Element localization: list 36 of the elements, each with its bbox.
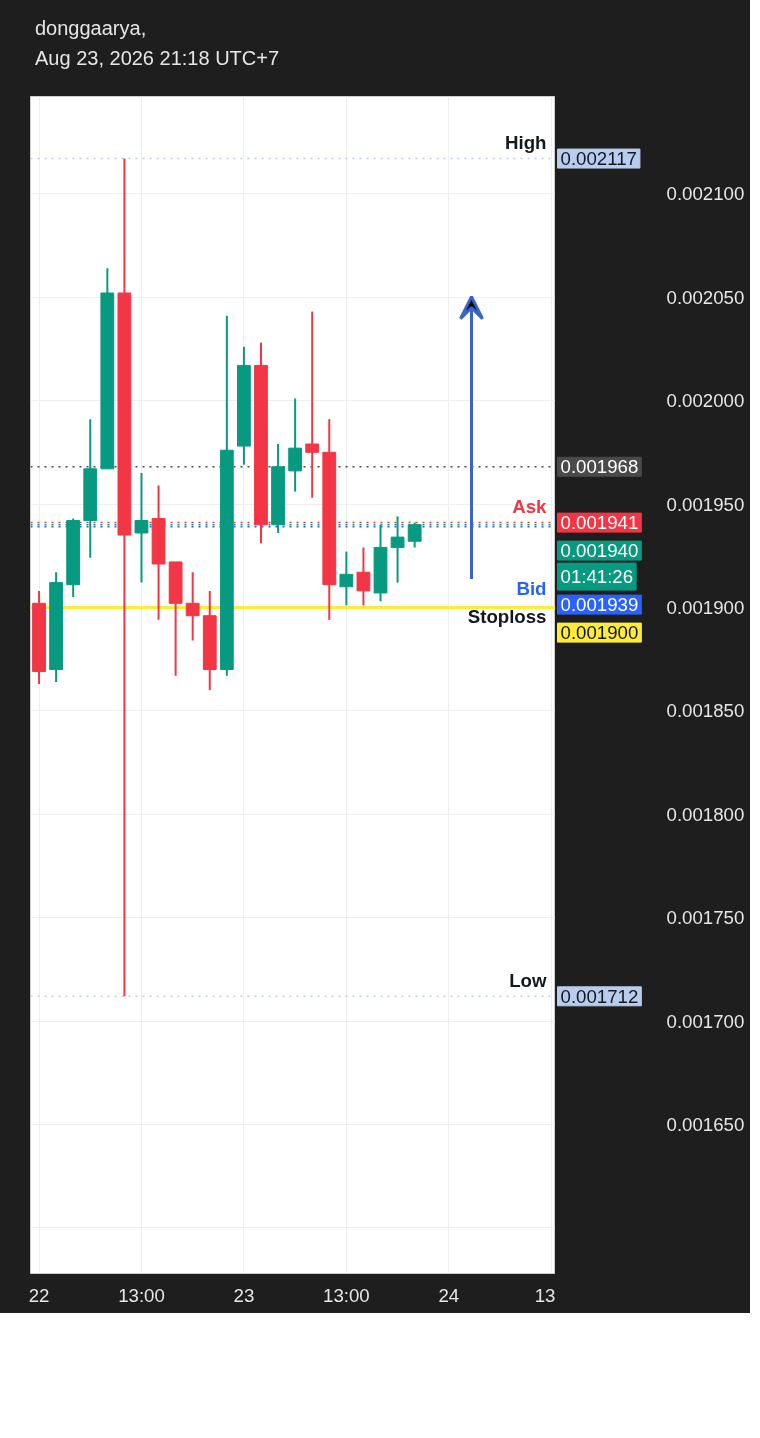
chart-title: donggaarya, [35,17,147,39]
text: 0.001968 [560,456,639,478]
x-tick-label: 23 [233,1284,255,1306]
text: 0.001939 [560,594,639,616]
chart-subtitle: Aug 23, 2026 21:18 UTC+7 [35,47,280,69]
x-tick-label: 22 [28,1284,50,1306]
x-tick-label: 13 [534,1284,556,1306]
y-tick-label: 0.001900 [666,596,745,618]
candlestick [185,571,200,642]
text: 0.001940 [560,540,639,562]
y-tick-label: 0.001650 [666,1114,745,1136]
ref-line-label: High [505,132,547,154]
ref-line-label: Bid [516,578,547,600]
candlestick [356,546,371,607]
text: 0.001712 [560,985,639,1007]
ref-line-label: Low [509,969,547,991]
text: 0.002117 [560,148,637,170]
candlestick [339,550,354,607]
x-tick-label: 13:00 [118,1284,165,1306]
candlestick [305,310,320,499]
y-tick-label: 0.001700 [666,1010,745,1032]
ref-line-label: Ask [512,496,548,518]
ref-line-label: Stoploss [467,606,547,628]
text: 01:41:26 [560,566,634,588]
y-tick-label: 0.002000 [666,390,745,412]
y-tick-label: 0.001850 [666,700,745,722]
y-tick-label: 0.001750 [666,907,745,929]
text: 0.001900 [560,622,639,644]
text: 0.001941 [560,512,639,534]
y-tick-label: 0.001800 [666,803,745,825]
x-tick-label: 13:00 [323,1284,370,1306]
y-tick-label: 0.002100 [666,183,745,205]
y-tick-label: 0.002050 [666,286,745,308]
candlestick [288,397,303,493]
y-tick-label: 0.001950 [666,493,745,515]
x-tick-label: 24 [438,1284,460,1306]
